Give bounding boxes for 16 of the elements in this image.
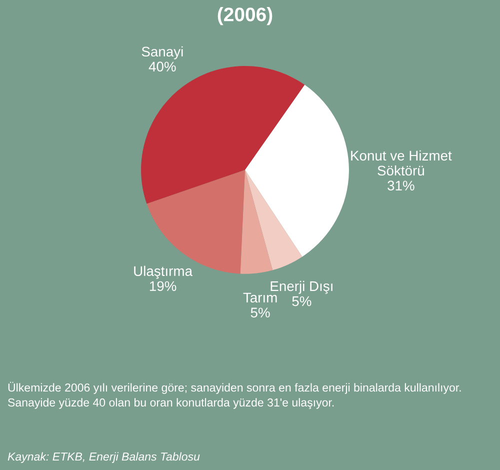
slice-label: Tarım <box>243 292 277 303</box>
pie-slice <box>245 84 349 257</box>
data-label: 5% <box>250 308 270 318</box>
data-label: 19% <box>150 281 176 292</box>
text: Ülkemizde 2006 yılı verilerine göre; sanayiden sonra en fazla enerji binalarda kullanılıyor. Sanayide yüzde 40 olan bu oran konutlarda yüzde 31'e ulaşıyor. <box>8 382 461 409</box>
slice-label: Ulaştırma <box>134 266 193 279</box>
slice-label: Enerji Dışı <box>270 280 332 294</box>
data-label: 31% <box>388 180 414 191</box>
chart-title: (2006) <box>218 7 272 26</box>
data-label: 40% <box>148 62 176 72</box>
text: Kaynak: ETKB, Enerji Balans Tablosu <box>8 452 200 463</box>
pie-slice <box>245 170 302 270</box>
data-label: 5% <box>292 296 312 306</box>
slice-label: Konut ve Hizmet Söktörü <box>351 150 452 176</box>
slice-label: Sanayi <box>142 46 183 60</box>
pie-slice <box>240 170 273 274</box>
